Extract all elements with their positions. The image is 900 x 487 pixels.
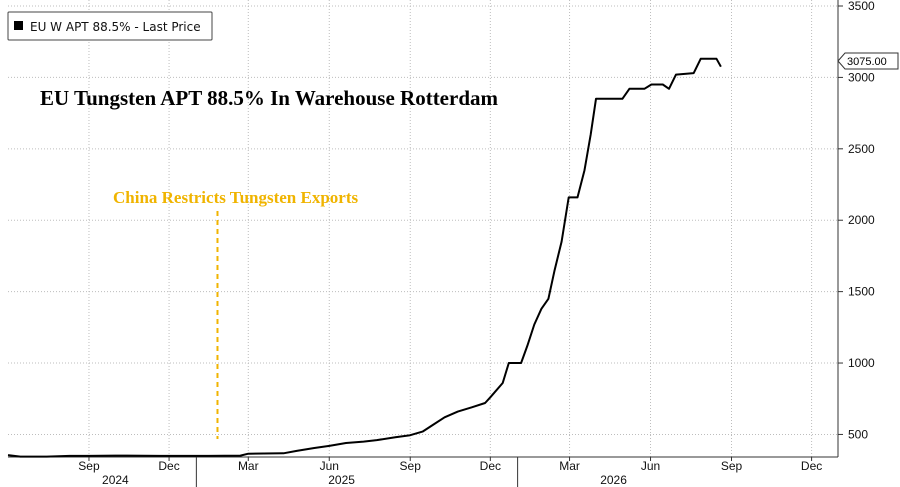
y-tick-label: 1500 — [848, 285, 875, 299]
x-year-label: 2024 — [102, 473, 129, 487]
y-tick-label: 2000 — [848, 213, 875, 227]
x-tick-label: Sep — [78, 459, 100, 473]
axes: 500 1000 1500 2000 2500 3000 3500 Sep Dec Mar Jun S… — [8, 0, 875, 487]
y-tick-label: 500 — [848, 427, 868, 441]
x-tick-label: Mar — [238, 459, 259, 473]
last-value-badge-shape — [837, 52, 899, 70]
chart-title: EU Tungsten APT 88.5% In Warehouse Rotte… — [40, 86, 499, 110]
legend-box — [7, 11, 213, 41]
series-line — [7, 57, 722, 458]
x-tick-label: Sep — [721, 459, 743, 473]
series — [7, 57, 722, 458]
x-year-label: 2025 — [328, 473, 355, 487]
x-tick-label: Sep — [400, 459, 422, 473]
annotation-label: China Restricts Tungsten Exports — [113, 188, 359, 207]
legend-swatch — [14, 21, 23, 30]
legend: EU W APT 88.5% - Last Price — [7, 11, 213, 41]
x-tick-label: Dec — [801, 459, 822, 473]
gridlines — [8, 0, 838, 457]
x-tick-label: Jun — [320, 459, 339, 473]
y-tick-label: 3500 — [848, 0, 875, 13]
y-tick-label: 2500 — [848, 142, 875, 156]
last-value-label: 3075.00 — [847, 56, 887, 68]
x-tick-label: Jun — [641, 459, 660, 473]
y-tick-label: 1000 — [848, 356, 875, 370]
last-value-badge: 3075.00 — [837, 52, 899, 70]
legend-label: EU W APT 88.5% - Last Price — [30, 20, 201, 34]
x-tick-label: Dec — [158, 459, 179, 473]
y-tick-label: 3000 — [848, 70, 875, 84]
x-year-label: 2026 — [600, 473, 627, 487]
x-tick-label: Mar — [559, 459, 580, 473]
x-tick-label: Dec — [480, 459, 501, 473]
